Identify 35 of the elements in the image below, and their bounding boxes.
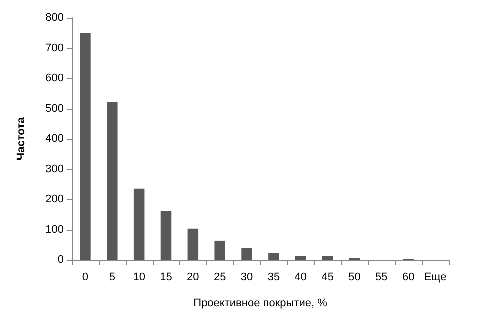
- bar: [134, 188, 145, 260]
- y-tick-label: 300: [46, 163, 64, 176]
- y-tick-label: 100: [46, 224, 64, 236]
- bar: [107, 102, 118, 260]
- x-tick-label: Еще: [424, 272, 447, 284]
- x-tick-label: 50: [348, 272, 361, 284]
- y-tick-label: 700: [46, 42, 64, 54]
- y-axis-title: Частота: [16, 116, 28, 161]
- x-tick-label: 25: [214, 272, 226, 284]
- x-tick-label: 30: [240, 272, 254, 284]
- x-axis-title: Проективное покрытие, %: [194, 298, 328, 310]
- bar: [188, 228, 199, 260]
- x-tick-label: 40: [294, 272, 308, 284]
- x-tick-label: 45: [322, 272, 334, 284]
- bar: [242, 248, 252, 260]
- bar: [160, 210, 172, 260]
- y-tick-label: 500: [46, 102, 64, 115]
- x-tick-label: 60: [402, 272, 415, 284]
- y-tick-label: 400: [46, 133, 64, 145]
- x-tick-label: 10: [133, 272, 146, 284]
- bar: [296, 256, 306, 260]
- bar: [322, 256, 334, 260]
- y-tick-label: 0: [58, 254, 64, 266]
- x-tick-label: 35: [268, 272, 280, 284]
- bar: [80, 33, 91, 260]
- y-tick-label: 600: [46, 72, 64, 84]
- y-tick-label: 200: [46, 194, 64, 206]
- x-tick-label: 15: [160, 272, 172, 284]
- bar: [268, 253, 280, 260]
- y-tick-label: 800: [46, 12, 64, 24]
- x-tick-label: 55: [376, 272, 388, 284]
- x-tick-label: 20: [187, 272, 200, 284]
- x-tick-label: 0: [82, 272, 89, 284]
- bar: [214, 240, 226, 260]
- x-tick-label: 5: [109, 272, 116, 284]
